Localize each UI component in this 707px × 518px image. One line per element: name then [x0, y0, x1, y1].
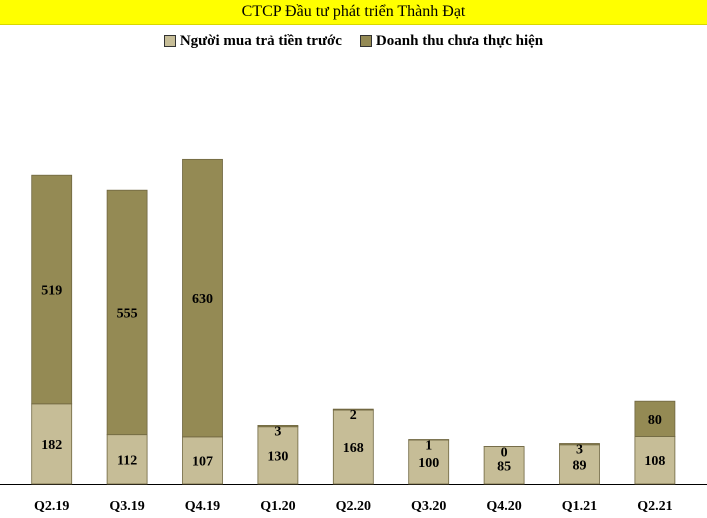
bar-advance-payments-Q3.19 — [106, 434, 148, 485]
data-label-unearned-revenue-Q3.20: 1 — [425, 439, 432, 454]
chart-legend: Người mua trả tiền trước Doanh thu chưa … — [0, 30, 707, 52]
x-tick-label-Q2.21: Q2.21 — [637, 499, 672, 514]
x-tick-label-Q2.20: Q2.20 — [336, 499, 371, 514]
legend-swatch-unearned-revenue — [359, 35, 372, 47]
data-label-advance-payments-Q3.19: 112 — [117, 453, 137, 468]
data-label-unearned-revenue-Q2.19: 519 — [41, 284, 62, 299]
bar-unearned-revenue-Q1.20 — [257, 425, 299, 428]
bar-advance-payments-Q2.20 — [332, 409, 374, 485]
bar-unearned-revenue-Q2.20 — [332, 408, 374, 411]
x-tick-label-Q3.19: Q3.19 — [109, 499, 144, 514]
data-label-advance-payments-Q1.21: 89 — [573, 458, 587, 473]
data-label-advance-payments-Q2.20: 168 — [343, 441, 364, 456]
data-label-advance-payments-Q1.20: 130 — [267, 449, 288, 464]
data-label-unearned-revenue-Q4.20: 0 — [501, 446, 508, 461]
bar-advance-payments-Q3.20 — [408, 439, 450, 485]
legend-swatch-advance-payments — [163, 35, 176, 47]
x-tick-label-Q1.20: Q1.20 — [260, 499, 295, 514]
bar-unearned-revenue-Q2.19 — [31, 174, 73, 405]
legend-item-advance-payments: Người mua trả tiền trước — [163, 32, 342, 50]
data-label-advance-payments-Q4.19: 107 — [192, 454, 213, 469]
x-tick-label-Q4.20: Q4.20 — [486, 499, 521, 514]
chart-title: CTCP Đầu tư phát triển Thành Đạt — [0, 0, 707, 25]
data-label-advance-payments-Q2.19: 182 — [41, 438, 62, 453]
x-tick-label-Q4.19: Q4.19 — [185, 499, 220, 514]
legend-item-unearned-revenue: Doanh thu chưa thực hiện — [359, 32, 544, 50]
bar-unearned-revenue-Q2.21 — [634, 400, 676, 437]
data-label-unearned-revenue-Q4.19: 630 — [192, 292, 213, 307]
data-label-unearned-revenue-Q3.19: 555 — [117, 306, 138, 321]
bar-advance-payments-Q1.21 — [559, 444, 600, 485]
data-label-unearned-revenue-Q2.21: 80 — [648, 413, 662, 428]
data-label-unearned-revenue-Q1.20: 3 — [274, 424, 281, 439]
legend-label-advance-payments: Người mua trả tiền trước — [179, 32, 342, 49]
x-tick-label-Q3.20: Q3.20 — [411, 499, 446, 514]
bar-advance-payments-Q2.19 — [31, 403, 73, 485]
x-tick-label-Q1.21: Q1.21 — [562, 499, 597, 514]
data-label-unearned-revenue-Q1.21: 3 — [576, 442, 583, 457]
x-tick-label-Q2.19: Q2.19 — [34, 499, 69, 514]
data-label-advance-payments-Q2.21: 108 — [644, 454, 665, 469]
data-label-unearned-revenue-Q2.20: 2 — [350, 408, 357, 423]
bar-unearned-revenue-Q1.21 — [559, 443, 600, 446]
bar-unearned-revenue-Q4.19 — [182, 158, 223, 438]
chart-title-text: CTCP Đầu tư phát triển Thành Đạt — [241, 3, 466, 20]
data-label-advance-payments-Q3.20: 100 — [418, 456, 439, 471]
data-label-advance-payments-Q4.20: 85 — [497, 459, 511, 474]
bar-unearned-revenue-Q3.19 — [106, 189, 148, 436]
bar-advance-payments-Q2.21 — [634, 436, 676, 485]
legend-label-unearned-revenue: Doanh thu chưa thực hiện — [375, 32, 544, 49]
